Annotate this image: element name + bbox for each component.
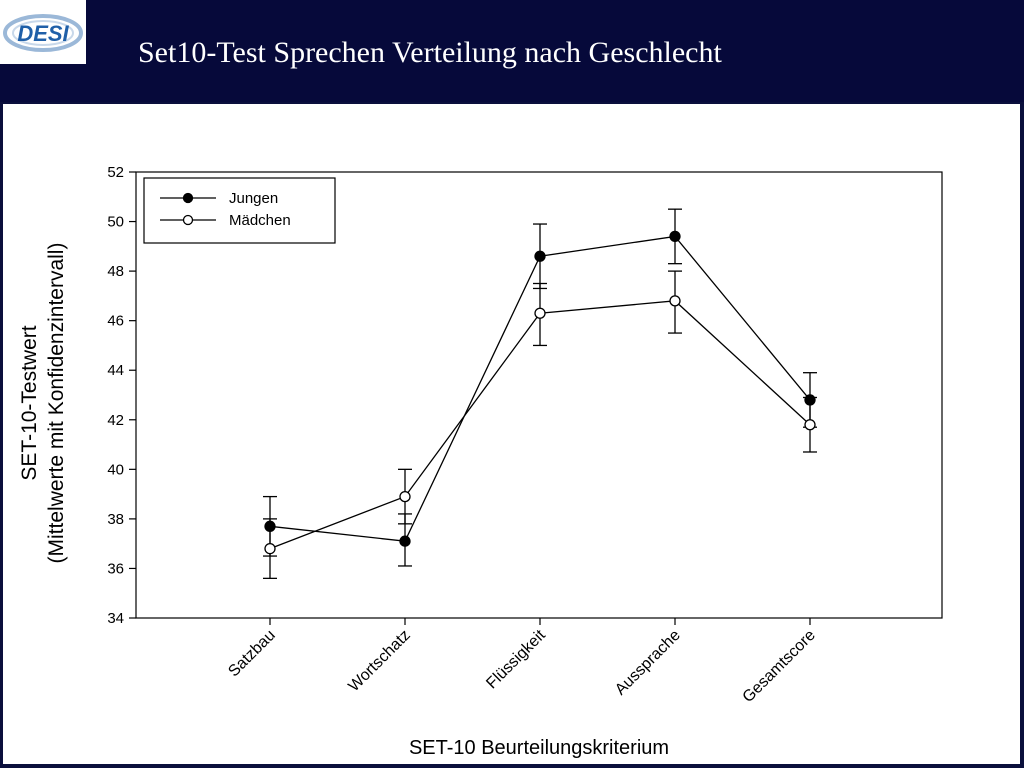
data-point bbox=[399, 490, 411, 503]
x-axis-label: SET-10 Beurteilungskriterium bbox=[409, 737, 669, 759]
series-layer bbox=[263, 208, 817, 580]
x-tick-label: Flüssigkeit bbox=[483, 626, 549, 692]
legend-box bbox=[143, 177, 336, 244]
x-axis: Satzbau Wortschatz Flüssigkeit Aussprache Ge… bbox=[225, 618, 819, 706]
data-point bbox=[399, 535, 411, 547]
legend-marker bbox=[182, 192, 194, 204]
logo-text: DESI bbox=[17, 21, 69, 46]
legend: Jungen Mädchen bbox=[143, 177, 336, 244]
y-tick-label: 38 bbox=[107, 511, 124, 528]
series-maedchen bbox=[263, 270, 817, 580]
series-jungen bbox=[263, 208, 817, 567]
y-tick-label: 42 bbox=[107, 412, 124, 429]
data-point bbox=[669, 295, 681, 307]
y-tick-label: 52 bbox=[107, 164, 124, 181]
legend-label: Jungen bbox=[229, 190, 278, 207]
y-axis-label: SET-10-Testwert bbox=[18, 325, 41, 480]
legend-item: Jungen bbox=[160, 190, 278, 207]
chart-panel: 34 36 38 40 42 44 46 48 50 52 Satzbau Wortschatz Fl… bbox=[3, 104, 1020, 764]
slide-header: DESI Set10-Test Sprechen Verteilung nach… bbox=[0, 0, 1024, 102]
legend-marker bbox=[182, 214, 194, 226]
x-tick-label: Gesamtscore bbox=[740, 627, 819, 706]
data-point bbox=[804, 419, 816, 431]
desi-logo: DESI bbox=[0, 0, 86, 64]
plot-frame bbox=[135, 171, 943, 619]
x-tick-label: Aussprache bbox=[612, 627, 684, 699]
y-tick-label: 46 bbox=[107, 313, 124, 330]
slide-title: Set10-Test Sprechen Verteilung nach Gesc… bbox=[138, 36, 722, 69]
y-tick-label: 36 bbox=[107, 560, 124, 577]
x-tick-label: Satzbau bbox=[225, 627, 279, 681]
legend-item: Mädchen bbox=[160, 212, 291, 229]
data-point bbox=[264, 542, 276, 555]
line-chart: 34 36 38 40 42 44 46 48 50 52 Satzbau Wortschatz Fl… bbox=[18, 164, 943, 759]
data-point bbox=[534, 250, 546, 262]
desi-logo-graphic: DESI bbox=[3, 14, 83, 52]
y-tick-label: 48 bbox=[107, 263, 124, 280]
data-point bbox=[669, 230, 681, 243]
y-tick-label: 50 bbox=[107, 214, 124, 231]
data-point bbox=[534, 307, 546, 319]
y-tick-label: 44 bbox=[107, 362, 124, 379]
y-axis-label-secondary: (Mittelwerte mit Konfidenzintervall) bbox=[45, 243, 68, 564]
legend-label: Mädchen bbox=[229, 212, 291, 229]
y-axis: 34 36 38 40 42 44 46 48 50 52 bbox=[107, 164, 136, 627]
x-tick-label: Wortschatz bbox=[345, 627, 413, 695]
y-tick-label: 34 bbox=[107, 610, 124, 627]
y-tick-label: 40 bbox=[107, 461, 124, 478]
